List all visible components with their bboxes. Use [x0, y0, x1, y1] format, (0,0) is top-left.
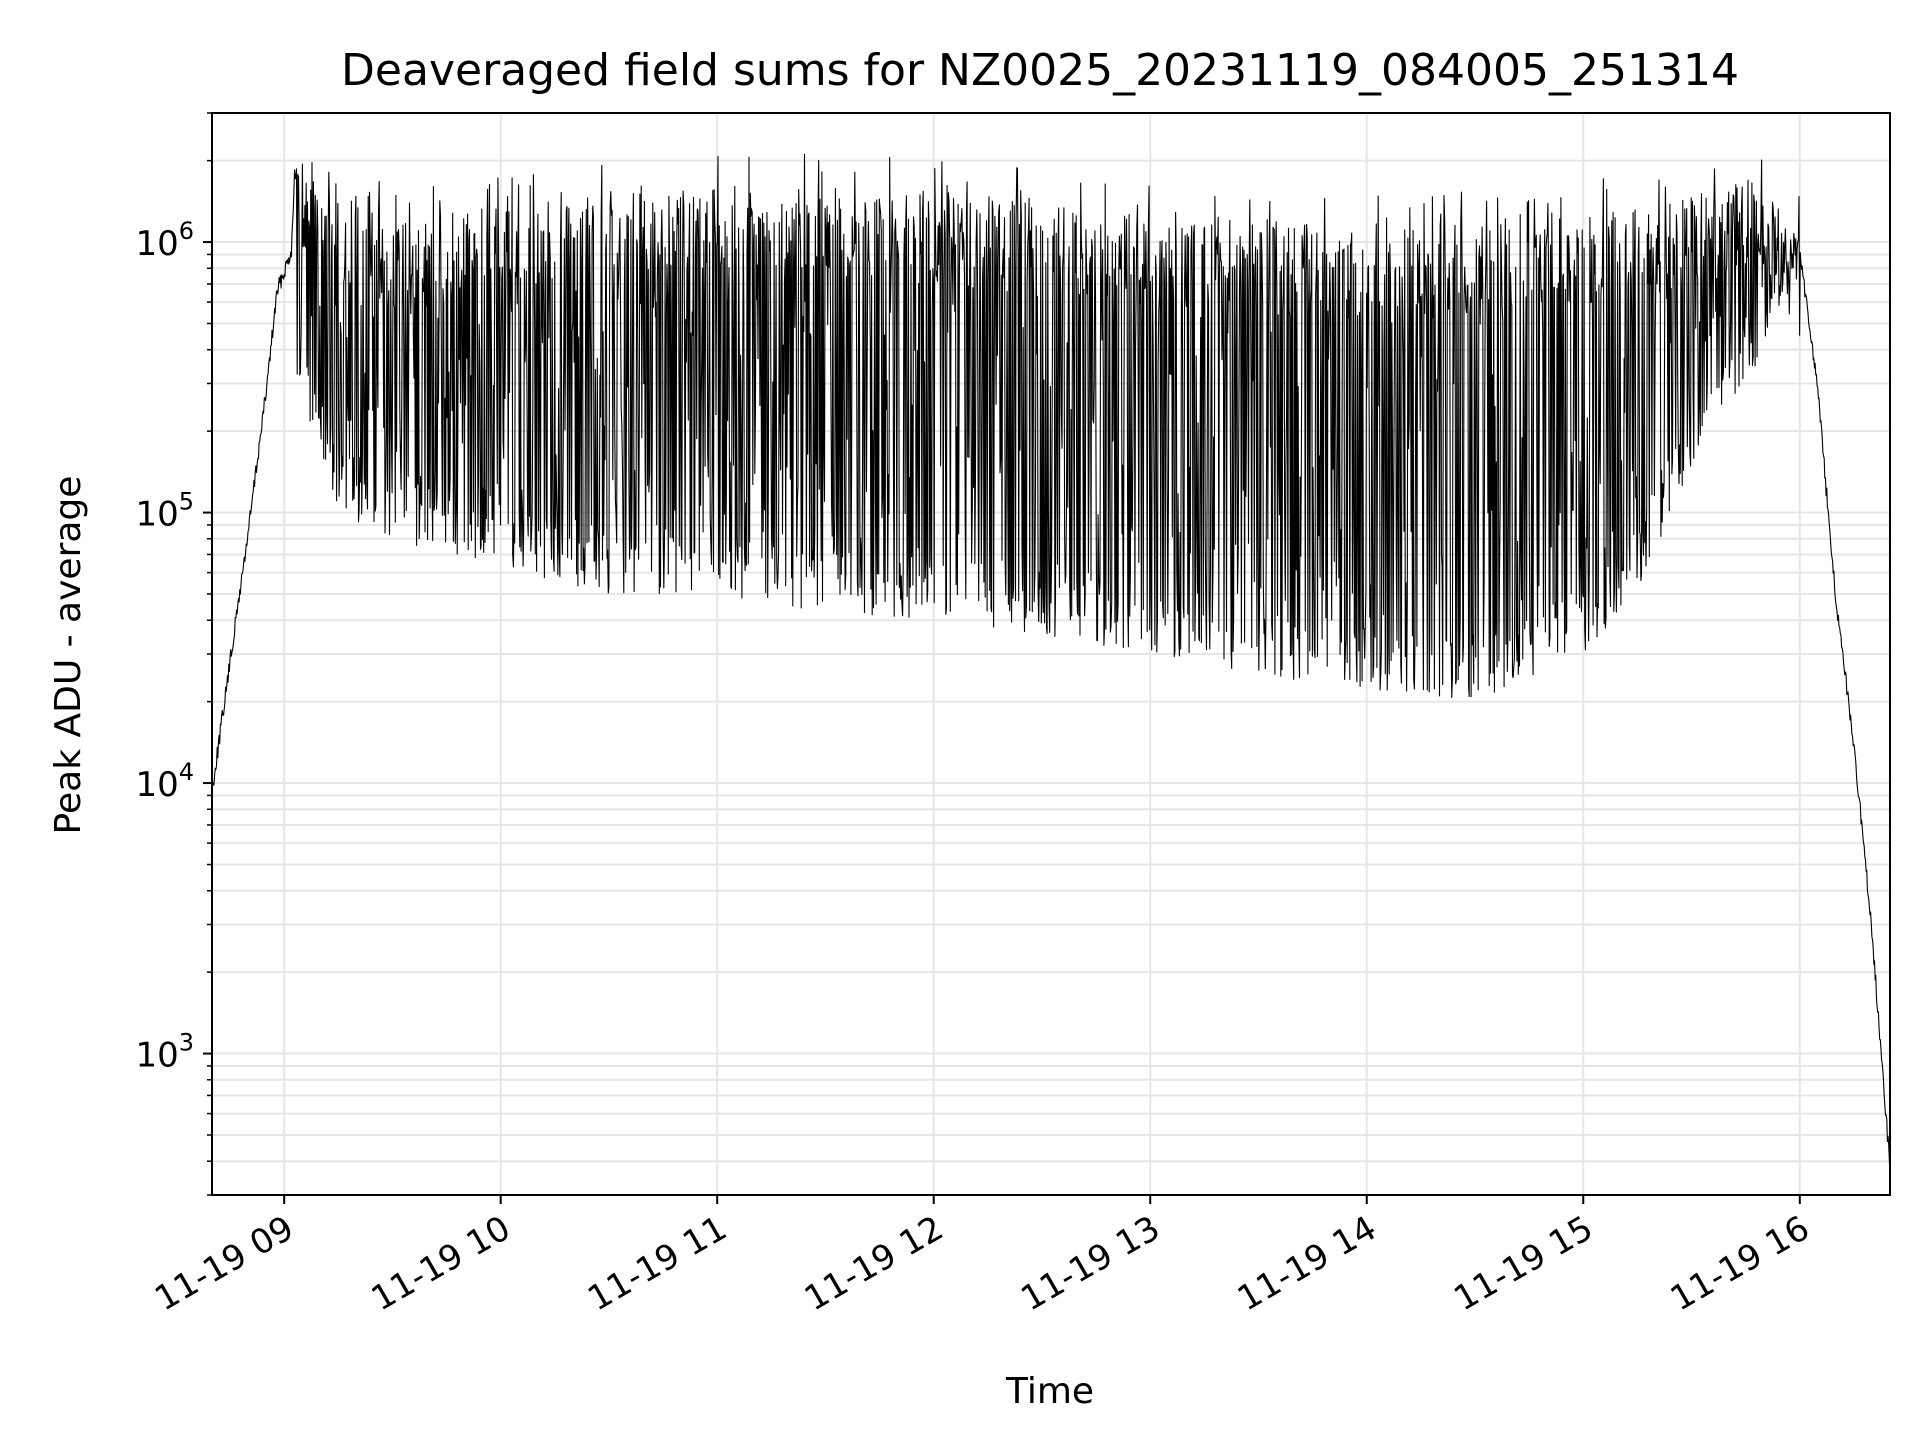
y-axis-label: Peak ADU - average [48, 476, 89, 835]
series-layer [211, 153, 1891, 1175]
x-axis-label: Time [1005, 1371, 1094, 1412]
plot-area-frame [211, 112, 1891, 1196]
chart-title: Deaveraged field sums for NZ0025_2023111… [341, 45, 1739, 96]
y-tick-label: 103 [135, 1029, 194, 1076]
y-tick-label: 106 [135, 217, 194, 264]
data-series-line [211, 153, 1891, 1175]
y-tick-label: 104 [135, 758, 194, 805]
y-tick-label: 105 [135, 488, 194, 535]
